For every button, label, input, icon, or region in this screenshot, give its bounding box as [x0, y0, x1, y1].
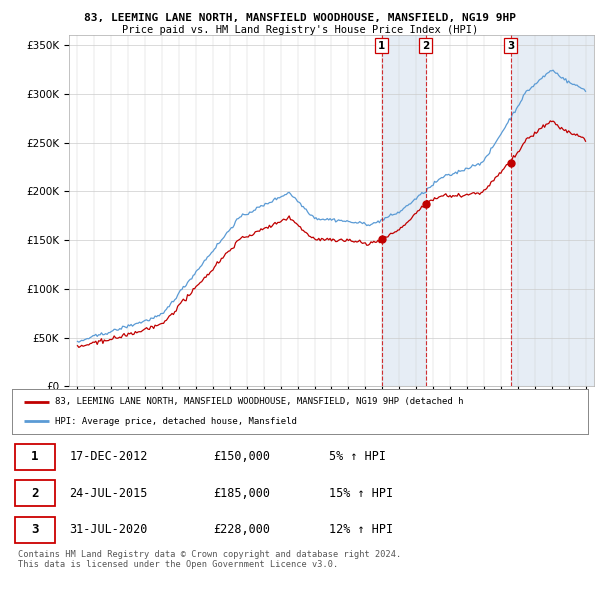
- Text: 2: 2: [422, 41, 429, 51]
- Text: Price paid vs. HM Land Registry's House Price Index (HPI): Price paid vs. HM Land Registry's House …: [122, 25, 478, 35]
- FancyBboxPatch shape: [15, 480, 55, 506]
- Text: 83, LEEMING LANE NORTH, MANSFIELD WOODHOUSE, MANSFIELD, NG19 9HP (detached h: 83, LEEMING LANE NORTH, MANSFIELD WOODHO…: [55, 397, 464, 407]
- Text: 17-DEC-2012: 17-DEC-2012: [70, 451, 148, 464]
- Bar: [511, 35, 594, 386]
- FancyBboxPatch shape: [15, 444, 55, 470]
- Text: 1: 1: [378, 41, 385, 51]
- Text: 3: 3: [31, 523, 39, 536]
- Text: 1: 1: [31, 451, 39, 464]
- Text: 5% ↑ HPI: 5% ↑ HPI: [329, 451, 386, 464]
- FancyBboxPatch shape: [15, 517, 55, 543]
- Text: 83, LEEMING LANE NORTH, MANSFIELD WOODHOUSE, MANSFIELD, NG19 9HP: 83, LEEMING LANE NORTH, MANSFIELD WOODHO…: [84, 13, 516, 23]
- Text: £228,000: £228,000: [214, 523, 271, 536]
- Text: 31-JUL-2020: 31-JUL-2020: [70, 523, 148, 536]
- Text: 2: 2: [31, 487, 39, 500]
- Text: HPI: Average price, detached house, Mansfield: HPI: Average price, detached house, Mans…: [55, 417, 297, 426]
- Text: 24-JUL-2015: 24-JUL-2015: [70, 487, 148, 500]
- Bar: [382, 35, 425, 386]
- Text: 3: 3: [507, 41, 514, 51]
- Text: 15% ↑ HPI: 15% ↑ HPI: [329, 487, 393, 500]
- Text: £150,000: £150,000: [214, 451, 271, 464]
- Text: £185,000: £185,000: [214, 487, 271, 500]
- Text: 12% ↑ HPI: 12% ↑ HPI: [329, 523, 393, 536]
- Text: Contains HM Land Registry data © Crown copyright and database right 2024.
This d: Contains HM Land Registry data © Crown c…: [18, 550, 401, 569]
